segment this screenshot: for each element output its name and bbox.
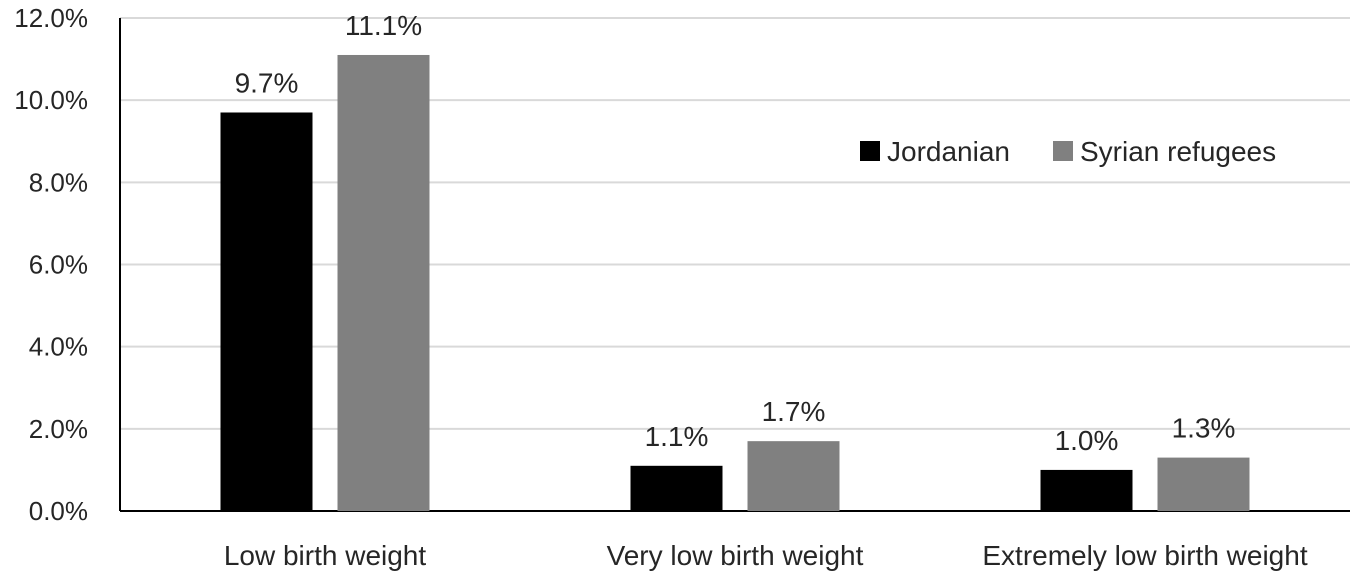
legend-label: Jordanian [887,136,1010,167]
legend-label: Syrian refugees [1080,136,1276,167]
bar-jordanian [630,465,723,511]
gridlines [120,17,1350,430]
data-label: 11.1% [345,10,422,41]
bar-syrian-refugees [747,441,840,511]
x-category-label: Very low birth weight [607,540,864,571]
x-category-label: Extremely low birth weight [982,540,1307,571]
y-tick-label: 6.0% [29,250,88,280]
legend-swatch [1053,141,1073,161]
y-tick-label: 2.0% [29,414,88,444]
y-tick-label: 8.0% [29,167,88,197]
bar-syrian-refugees [1157,457,1250,511]
x-category-label: Low birth weight [224,540,427,571]
y-tick-label: 0.0% [29,496,88,526]
y-tick-label: 10.0% [14,85,88,115]
legend-swatch [860,141,880,161]
bar-syrian-refugees [337,54,430,511]
data-label: 1.3% [1172,413,1236,444]
data-label: 1.7% [762,396,826,427]
legend: Jordanian Syrian refugees [860,136,1276,167]
bar-jordanian [1040,469,1133,511]
y-tick-label: 12.0% [14,3,88,33]
data-label: 1.1% [645,421,709,452]
data-label: 9.7% [235,67,299,98]
y-tick-label: 4.0% [29,332,88,362]
bars [220,54,1250,511]
data-labels: 9.7% 11.1% 1.1% 1.7% 1.0% 1.3% [235,10,1236,456]
bar-jordanian [220,112,313,511]
axes: 0.0% 2.0% 4.0% 6.0% 8.0% 10.0% 12.0% Low birth … [14,3,1350,571]
data-label: 1.0% [1055,425,1119,456]
